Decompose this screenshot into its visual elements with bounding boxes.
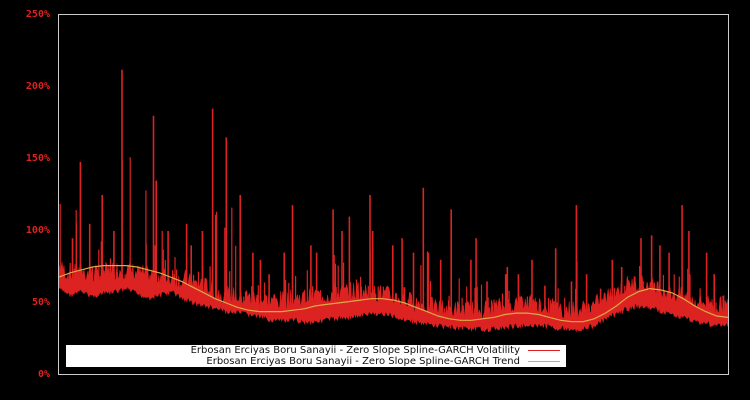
legend-swatch-volatility	[528, 350, 560, 351]
y-tick-label: 250%	[25, 9, 50, 20]
y-tick-label: 200%	[25, 81, 50, 92]
chart-legend: Erbosan Erciyas Boru Sanayii - Zero Slop…	[66, 345, 566, 367]
legend-item-volatility: Erbosan Erciyas Boru Sanayii - Zero Slop…	[191, 345, 560, 356]
y-tick-label: 150%	[25, 153, 50, 164]
trend-series-line	[58, 265, 729, 323]
plot-area-frame	[58, 14, 729, 375]
legend-label-trend: Erbosan Erciyas Boru Sanayii - Zero Slop…	[206, 356, 520, 367]
legend-swatch-trend	[528, 361, 560, 362]
legend-item-trend: Erbosan Erciyas Boru Sanayii - Zero Slop…	[206, 356, 560, 367]
y-tick-label: 0%	[37, 369, 50, 380]
y-tick-label: 100%	[25, 225, 50, 236]
legend-label-volatility: Erbosan Erciyas Boru Sanayii - Zero Slop…	[190, 345, 520, 356]
y-tick-label: 50%	[31, 297, 50, 308]
